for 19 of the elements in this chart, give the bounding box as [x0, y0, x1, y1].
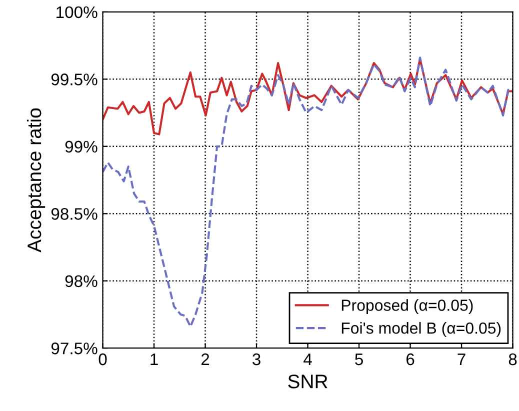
legend-label: Foi's model B (α=0.05): [342, 322, 501, 337]
y-tick-label: 98%: [65, 275, 98, 288]
x-tick-label: 2: [201, 353, 210, 366]
y-tick-label: 100%: [56, 6, 98, 18]
legend-label: Proposed (α=0.05): [342, 299, 473, 314]
y-tick-label: 97.5%: [51, 342, 98, 354]
x-tick-label: 5: [355, 354, 363, 366]
x-tick-label: 1: [150, 354, 158, 366]
x-tick-label: 0: [98, 353, 107, 366]
y-axis-title: Acceptance ratio: [26, 108, 46, 252]
x-axis-title: SNR: [288, 374, 328, 388]
y-tick-label: 99.5%: [51, 74, 98, 86]
x-tick-label: 6: [406, 353, 414, 366]
x-tick-label: 7: [458, 354, 466, 366]
y-tick-label: 99%: [65, 140, 98, 153]
x-tick-label: 4: [304, 354, 312, 366]
x-tick-label: 8: [508, 353, 517, 366]
x-tick-label: 3: [252, 353, 260, 366]
y-tick-label: 98.5%: [51, 208, 98, 220]
